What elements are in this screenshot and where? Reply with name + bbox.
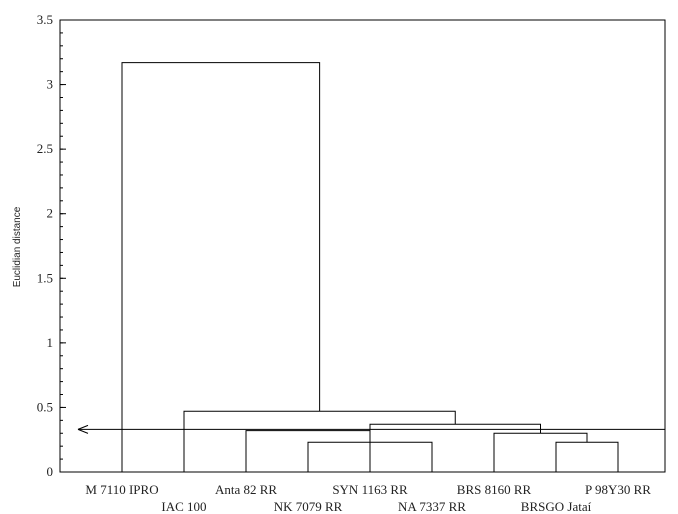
y-tick-label: 1 <box>47 335 54 350</box>
y-tick-label: 1.5 <box>37 270 53 285</box>
cut-line-arrowhead <box>77 424 89 434</box>
cut-line-group <box>77 424 665 434</box>
leaf-label: BRSGO Jataí <box>521 499 592 514</box>
y-tick-label: 3 <box>47 77 54 92</box>
y-tick-label: 0 <box>47 464 54 479</box>
dendrogram-link <box>493 432 588 472</box>
leaf-label: BRS 8160 RR <box>457 482 532 497</box>
dendrogram-link <box>555 441 619 472</box>
y-tick-label: 0.5 <box>37 399 53 414</box>
y-tick-label: 2 <box>47 206 54 221</box>
leaf-label: IAC 100 <box>161 499 206 514</box>
leaf-label: NA 7337 RR <box>398 499 466 514</box>
dendrogram-link <box>183 410 456 472</box>
leaf-label: P 98Y30 RR <box>585 482 651 497</box>
y-axis-ticks: 0 0.5 1 1.5 2 2.5 3 3.5 <box>37 12 66 479</box>
plot-frame <box>59 19 666 473</box>
leaf-label: SYN 1163 RR <box>332 482 408 497</box>
leaf-label: Anta 82 RR <box>215 482 277 497</box>
dendrogram-link <box>121 62 321 472</box>
leaf-label: M 7110 IPRO <box>85 482 158 497</box>
leaf-label: NK 7079 RR <box>274 499 343 514</box>
y-axis-title: Euclidian distance <box>12 206 23 287</box>
dendrogram-links <box>121 62 619 472</box>
y-tick-label: 2.5 <box>37 141 53 156</box>
dendrogram-link <box>369 423 541 472</box>
y-tick-label: 3.5 <box>37 12 53 27</box>
